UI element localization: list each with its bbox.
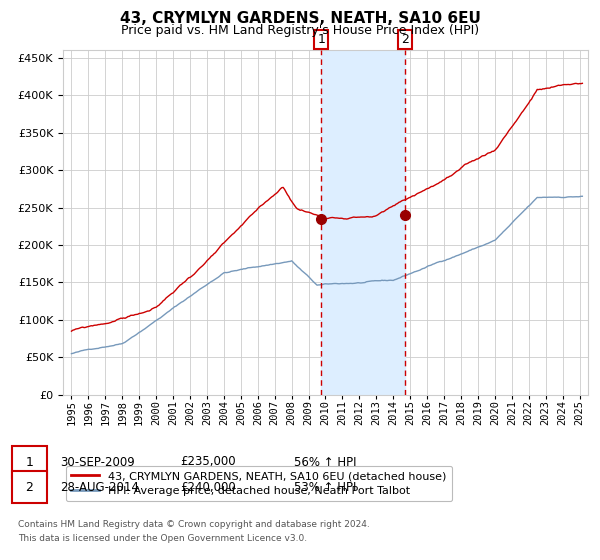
Legend: 43, CRYMLYN GARDENS, NEATH, SA10 6EU (detached house), HPI: Average price, detac: 43, CRYMLYN GARDENS, NEATH, SA10 6EU (de… bbox=[66, 466, 452, 501]
Text: 30-SEP-2009: 30-SEP-2009 bbox=[60, 455, 135, 469]
Text: 2: 2 bbox=[401, 33, 409, 46]
Text: 43, CRYMLYN GARDENS, NEATH, SA10 6EU: 43, CRYMLYN GARDENS, NEATH, SA10 6EU bbox=[119, 11, 481, 26]
Text: 2: 2 bbox=[25, 480, 34, 494]
Text: Contains HM Land Registry data © Crown copyright and database right 2024.: Contains HM Land Registry data © Crown c… bbox=[18, 520, 370, 529]
Text: 1: 1 bbox=[317, 33, 325, 46]
Text: £235,000: £235,000 bbox=[180, 455, 236, 469]
Text: £240,000: £240,000 bbox=[180, 480, 236, 494]
Text: 56% ↑ HPI: 56% ↑ HPI bbox=[294, 455, 356, 469]
Text: Price paid vs. HM Land Registry's House Price Index (HPI): Price paid vs. HM Land Registry's House … bbox=[121, 24, 479, 36]
Text: This data is licensed under the Open Government Licence v3.0.: This data is licensed under the Open Gov… bbox=[18, 534, 307, 543]
Bar bbox=[321, 50, 404, 395]
Text: 53% ↑ HPI: 53% ↑ HPI bbox=[294, 480, 356, 494]
Text: 1: 1 bbox=[25, 455, 34, 469]
Text: 28-AUG-2014: 28-AUG-2014 bbox=[60, 480, 139, 494]
